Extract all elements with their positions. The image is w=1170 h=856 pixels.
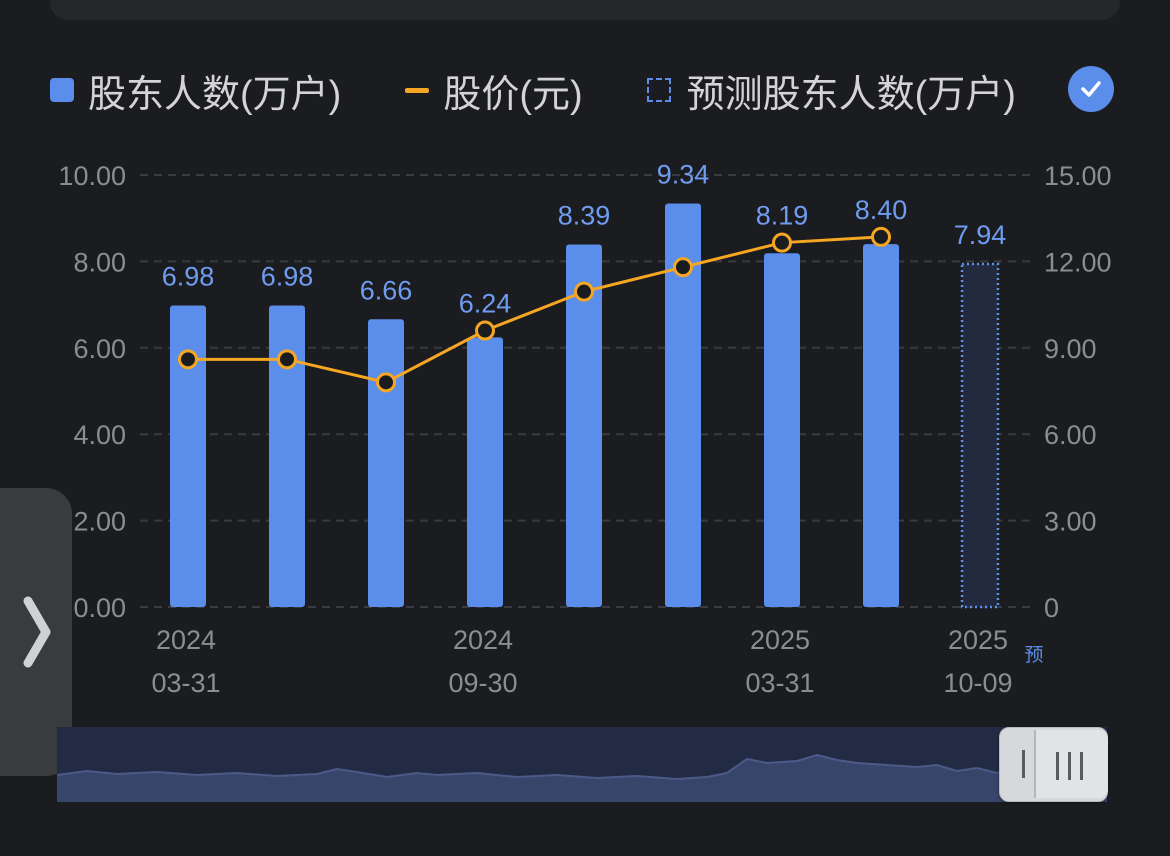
legend-line-swatch [405,87,430,93]
top-card [50,0,1120,20]
legend-price-label: 股价(元) [443,73,583,116]
y-right-tick-label: 3.00 [1044,507,1097,537]
price-point [772,232,792,253]
bar-value-label: 8.39 [558,201,611,231]
forecast-marker: 预 [1024,644,1043,666]
y-right-tick-label: 12.00 [1044,247,1112,277]
price-point [376,372,396,393]
bar-value-label: 6.98 [162,261,215,291]
legend-holders-label: 股东人数(万户) [88,73,342,116]
legend-dash-swatch [646,78,671,102]
price-point [475,320,495,341]
legend-item-holders[interactable]: 股东人数(万户) [50,63,341,118]
bar-value-label: 8.19 [756,201,809,231]
navigator-overview [57,753,1107,802]
price-point [277,349,297,370]
legend-forecast-label: 预测股东人数(万户) [686,73,1016,116]
price-point [673,257,693,278]
y-right-tick-label: 9.00 [1044,334,1097,364]
x-tick-date: 10-09 [943,668,1012,698]
holder-bar [467,337,503,607]
y-right-tick-label: 0 [1044,593,1059,623]
x-tick-year: 2025 [948,625,1008,655]
legend-item-price[interactable]: 股价(元) [405,63,583,118]
bar-value-label: 6.98 [261,261,314,291]
navigator-handle[interactable] [999,727,1108,802]
y-right-tick-label: 6.00 [1044,420,1097,450]
handle-grip-area [1034,730,1108,798]
price-point [871,226,891,247]
holder-bar [566,244,602,607]
legend: 股东人数(万户) 股价(元) 预测股东人数(万户) [50,62,1120,118]
y-left-tick-label: 2.00 [73,507,126,537]
side-expand-tab[interactable] [0,488,72,776]
x-tick-year: 2025 [750,625,810,655]
x-tick-date: 03-31 [745,668,814,698]
legend-bar-swatch [50,78,74,102]
x-tick-date: 03-31 [151,668,220,698]
price-point [178,349,198,370]
handle-grip-2 [1068,752,1071,780]
forecast-value-label: 7.94 [954,220,1007,250]
range-navigator[interactable] [57,727,1107,802]
legend-item-forecast[interactable]: 预测股东人数(万户) [646,63,1016,118]
chevron-right-icon [23,596,51,668]
bar-value-label: 9.34 [657,160,710,190]
check-icon [1081,81,1101,97]
y-left-tick-label: 4.00 [73,420,126,450]
handle-grip-3 [1080,752,1083,780]
y-left-tick-label: 0.00 [73,593,126,623]
bar-value-label: 6.24 [459,289,512,319]
holder-bar [368,319,404,607]
x-tick-year: 2024 [453,625,513,655]
forecast-bar [960,262,1000,609]
y-left-tick-label: 6.00 [73,334,126,364]
price-line [188,235,882,384]
holder-bar [863,244,899,607]
bar-value-label: 8.40 [855,195,908,225]
holder-bar [665,203,701,607]
shareholder-chart: 10.00 8.00 6.00 4.00 2.00 0.00 15.00 12.00 9.00 6… [58,160,1112,698]
y-left-tick-label: 8.00 [73,247,126,277]
handle-grip-left [1022,750,1025,778]
price-point [574,281,594,302]
x-tick-date: 09-30 [448,668,517,698]
x-tick-year: 2024 [156,625,216,655]
handle-grip-1 [1056,752,1059,780]
holder-bar [269,305,305,607]
bar-value-label: 6.66 [360,275,413,305]
y-left-tick-label: 10.00 [58,161,126,191]
y-right-tick-label: 15.00 [1044,161,1112,191]
holder-bar [764,253,800,607]
forecast-toggle-button[interactable] [1068,66,1114,112]
holder-bar [170,305,206,607]
